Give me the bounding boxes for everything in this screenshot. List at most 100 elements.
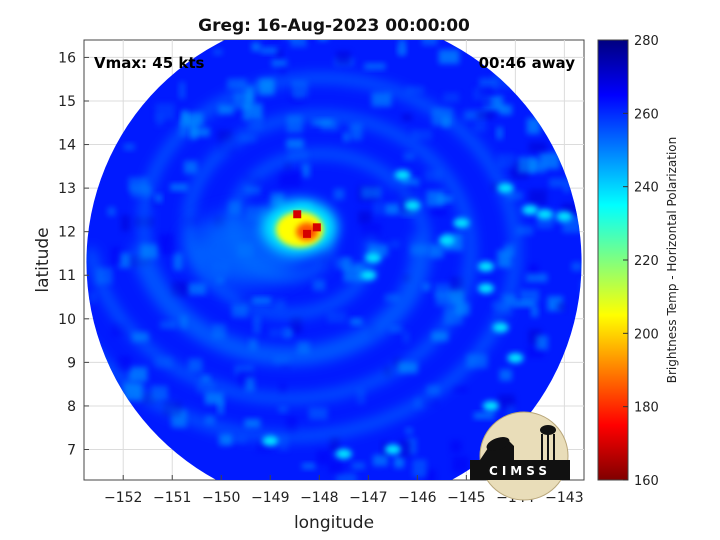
- swath-cell: [301, 163, 310, 178]
- colorbar-tick-label: 180: [634, 401, 659, 416]
- x-tick-label: −150: [202, 490, 240, 506]
- swath-cell: [290, 316, 302, 334]
- swath-cell: [401, 178, 420, 187]
- swath-cell: [435, 291, 452, 306]
- swath-cell: [497, 153, 516, 168]
- rain-band-blob: [360, 270, 377, 281]
- swath-cell: [426, 190, 445, 207]
- swath-cell: [178, 81, 186, 99]
- rain-band-blob: [262, 435, 279, 446]
- swath-cell: [371, 92, 392, 107]
- swath-cell: [128, 177, 149, 192]
- swath-cell: [452, 386, 467, 393]
- swath-cell: [422, 283, 431, 291]
- rain-band-blob: [482, 400, 499, 411]
- x-tick-label: −148: [300, 490, 338, 506]
- convective-core-cell: [293, 210, 302, 219]
- swath-cell: [397, 46, 405, 55]
- swath-layer: [86, 40, 582, 480]
- swath-cell: [155, 103, 175, 120]
- rain-band-blob: [477, 283, 494, 294]
- chart-title: Greg: 16-Aug-2023 00:00:00: [198, 16, 470, 36]
- swath-cell: [499, 104, 513, 115]
- y-tick-label: 14: [58, 138, 76, 154]
- swath-cell: [398, 440, 411, 458]
- swath-cell: [520, 289, 540, 304]
- swath-cell: [528, 264, 539, 280]
- swath-cell: [528, 142, 547, 153]
- y-tick-label: 16: [58, 50, 76, 66]
- swath-cell: [476, 111, 495, 119]
- swath-cell: [170, 183, 188, 191]
- swath-cell: [170, 281, 189, 297]
- swath-cell: [279, 383, 287, 395]
- swath-cell: [352, 462, 365, 470]
- swath-cell: [557, 302, 566, 312]
- swath-cell: [161, 246, 174, 255]
- swath-cell: [436, 195, 453, 203]
- swath-cell: [155, 114, 164, 126]
- swath-cell: [217, 130, 233, 142]
- swath-cell: [527, 346, 544, 358]
- swath-cell: [358, 211, 372, 224]
- swath-cell: [318, 40, 328, 41]
- swath-cell: [286, 138, 304, 149]
- swath-cell: [118, 253, 131, 269]
- swath-cell: [260, 47, 278, 54]
- swath-cell: [190, 127, 210, 137]
- colorbar-tick-label: 160: [634, 474, 659, 489]
- swath-cell: [394, 456, 405, 468]
- y-tick-label: 8: [67, 399, 76, 415]
- colorbar-tick-label: 280: [634, 34, 659, 49]
- swath-cell: [411, 129, 433, 140]
- spiral-bands: [86, 72, 521, 443]
- rain-band-blob: [394, 170, 411, 181]
- swath-cell: [474, 121, 487, 132]
- spiral-band: [130, 148, 432, 366]
- swath-cell: [123, 143, 135, 151]
- rain-band-blob: [438, 235, 455, 246]
- swath-cell: [316, 450, 330, 465]
- swath-cell: [526, 118, 541, 135]
- swath-cell: [464, 110, 486, 121]
- swath-cell: [270, 192, 284, 206]
- swath-cell: [406, 437, 417, 455]
- time-offset-annotation: 00:46 away: [479, 54, 576, 72]
- swath-cell: [188, 358, 203, 372]
- swath-cell: [571, 262, 582, 271]
- colorbar-tick-label: 220: [634, 254, 659, 269]
- swath-cell: [536, 335, 548, 350]
- swath-cell: [276, 49, 283, 58]
- x-axis-ticks: −152−151−150−149−148−147−146−145−144−143: [104, 475, 584, 506]
- swath-cell: [384, 203, 400, 215]
- swath-cell: [251, 297, 272, 304]
- colorbar-label: Brightness Temp - Horizontal Polarizatio…: [665, 137, 679, 384]
- swath-cell: [333, 188, 345, 200]
- swath-cell: [389, 240, 400, 249]
- swath-cell: [234, 365, 254, 376]
- swath-cell: [205, 415, 215, 425]
- swath-texture: [86, 40, 582, 480]
- swath-cell: [424, 469, 437, 480]
- swath-cell: [372, 201, 384, 215]
- swath-cell: [278, 435, 289, 451]
- swath-cell: [496, 126, 503, 140]
- rain-band-blob: [522, 204, 539, 215]
- swath-cell: [336, 473, 357, 480]
- swath-cell: [173, 253, 183, 271]
- swath-cell: [253, 315, 261, 334]
- swath-cell: [227, 78, 247, 90]
- x-tick-label: −146: [398, 490, 437, 506]
- swath-cell: [527, 161, 547, 174]
- swath-cell: [267, 40, 287, 41]
- swath-cell: [269, 328, 289, 338]
- swath-cell: [284, 162, 291, 170]
- swath-cell: [368, 244, 389, 257]
- swath-cell: [563, 185, 571, 193]
- swath-cell: [244, 418, 261, 428]
- swath-cell: [478, 86, 495, 95]
- rain-band-blob: [477, 261, 494, 272]
- swath-cell: [279, 62, 287, 77]
- swath-cell: [421, 40, 438, 46]
- colorbar-tick-label: 200: [634, 327, 659, 342]
